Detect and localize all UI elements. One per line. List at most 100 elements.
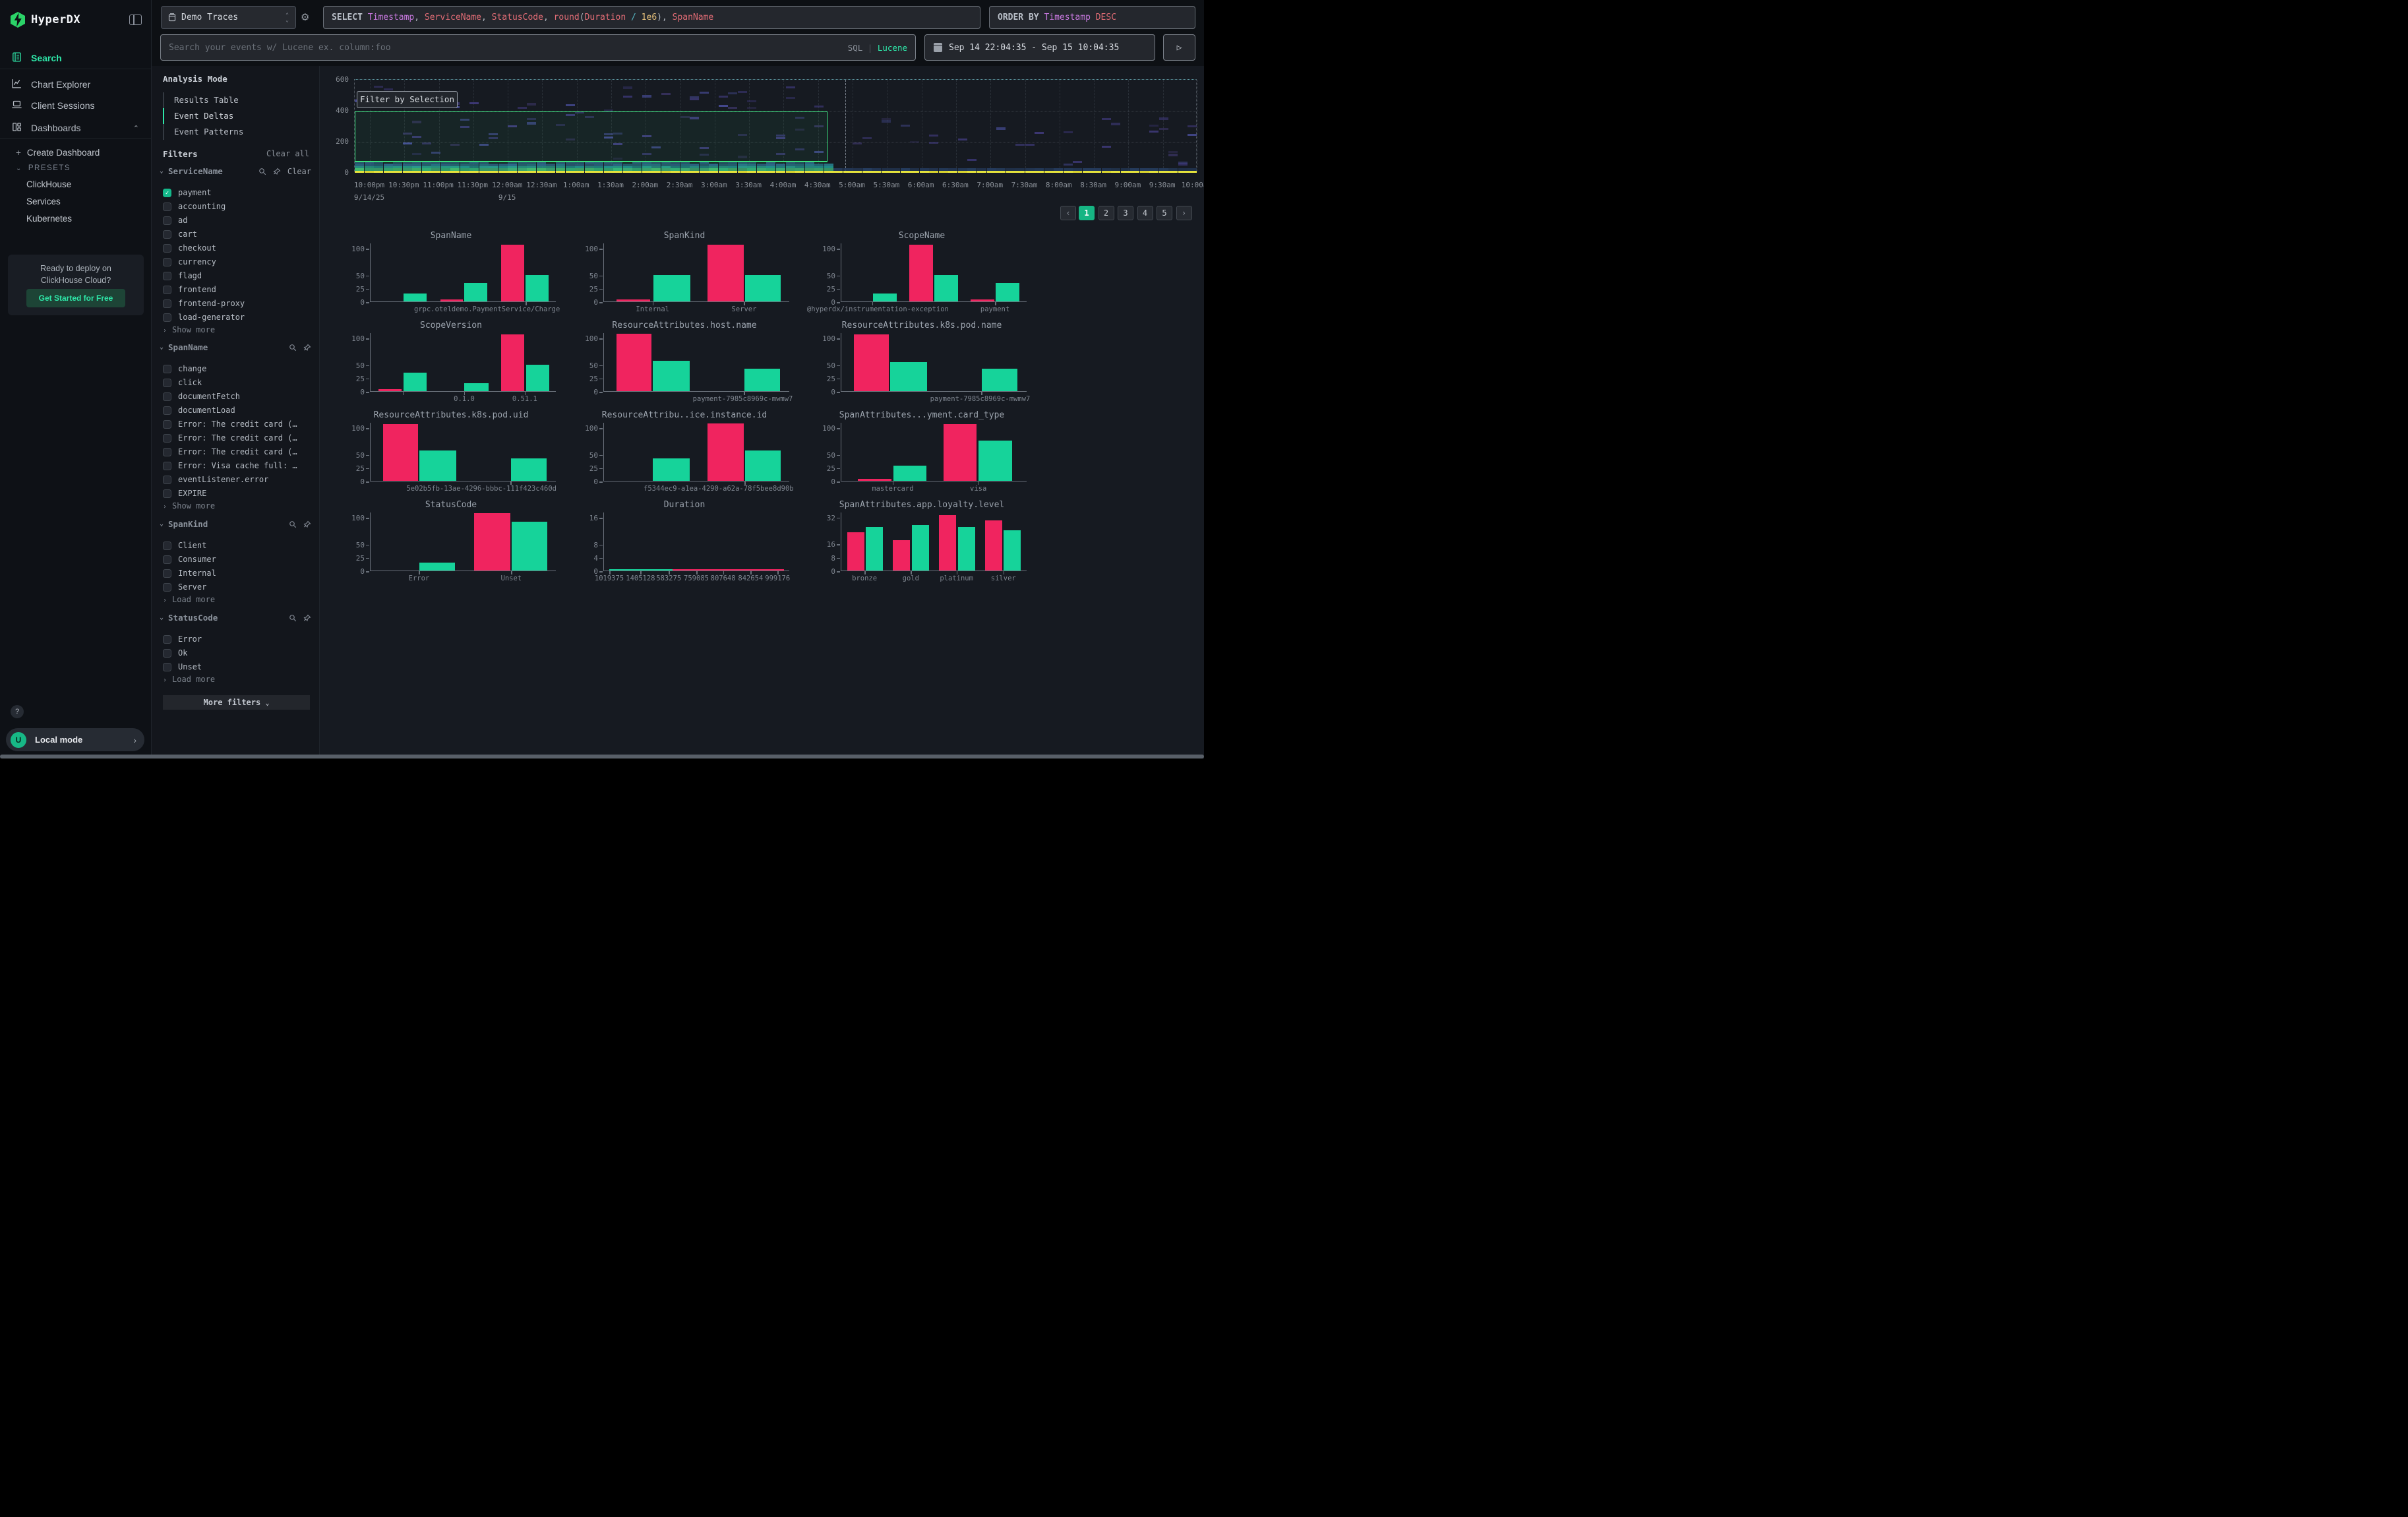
checkbox[interactable] [163,285,171,294]
filter-option-currency[interactable]: currency [163,255,311,268]
checkbox[interactable] [163,392,171,401]
help-button[interactable]: ? [11,705,24,718]
checkbox[interactable] [163,475,171,484]
filter-option-error[interactable]: Error [163,633,311,646]
filter-option-error-visa-cache-full-[interactable]: Error: Visa cache full: … [163,459,311,472]
get-started-button[interactable]: Get Started for Free [26,289,125,307]
order-by-input[interactable]: ORDER BY Timestamp DESC [989,6,1195,29]
checkbox[interactable] [163,648,171,658]
checkbox[interactable] [163,555,171,564]
filter-option-flagd[interactable]: flagd [163,269,311,282]
sidebar-presets-toggle[interactable]: ⌄ PRESETS [16,164,71,172]
checkbox[interactable] [163,364,171,373]
checkbox[interactable] [163,419,171,429]
filter-group-header-statuscode[interactable]: ⌄ StatusCode [160,613,311,623]
search-icon[interactable] [289,344,297,352]
checkbox[interactable] [163,257,171,266]
filter-option-frontend[interactable]: frontend [163,283,311,296]
sidebar-preset-kubernetes[interactable]: Kubernetes [26,214,73,224]
page-button-3[interactable]: 3 [1118,206,1133,220]
pin-icon[interactable] [303,614,311,622]
checkbox[interactable] [163,635,171,644]
sidebar-item-search[interactable]: Search [0,48,151,68]
search-icon[interactable] [289,520,297,528]
filter-by-selection-button[interactable]: Filter by Selection [357,91,458,108]
sidebar-item-client-sessions[interactable]: Client Sessions [0,96,151,115]
run-query-button[interactable]: ▷ [1163,34,1195,61]
load-more-link[interactable]: › Load more [163,675,216,684]
filter-option-error-the-credit-card-[interactable]: Error: The credit card (… [163,445,311,458]
filter-option-ad[interactable]: ad [163,214,311,227]
page-button-2[interactable]: 2 [1098,206,1114,220]
date-range-picker[interactable]: Sep 14 22:04:35 - Sep 15 10:04:35 [924,34,1155,61]
filter-option-eventlistener-error[interactable]: eventListener.error [163,473,311,486]
search-icon[interactable] [258,168,266,175]
load-more-link[interactable]: › Load more [163,595,216,604]
filter-option-documentload[interactable]: documentLoad [163,404,311,417]
analysis-mode-event-patterns[interactable]: Event Patterns [163,124,295,140]
analysis-mode-event-deltas[interactable]: Event Deltas [163,108,295,124]
pin-icon[interactable] [273,168,281,175]
checkbox[interactable] [163,433,171,443]
checkbox[interactable] [163,489,171,498]
checkbox[interactable] [163,230,171,239]
checkbox[interactable] [163,447,171,456]
sidebar-item-create-dashboard[interactable]: + Create Dashboard [16,148,100,158]
select-clause-input[interactable]: SELECT Timestamp, ServiceName, StatusCod… [323,6,980,29]
checkbox[interactable] [163,243,171,253]
page-prev-button[interactable]: ‹ [1060,206,1076,220]
more-filters-button[interactable]: More filters ⌄ [163,695,310,710]
checkbox[interactable] [163,271,171,280]
analysis-mode-results-table[interactable]: Results Table [163,92,295,108]
page-button-4[interactable]: 4 [1137,206,1153,220]
group-clear-button[interactable]: Clear [287,166,311,176]
sidebar-collapse-icon[interactable] [129,15,142,25]
checkbox[interactable] [163,461,171,470]
checkbox[interactable] [163,378,171,387]
filter-option-payment[interactable]: ✓ payment [163,186,311,199]
page-next-button[interactable]: › [1176,206,1192,220]
filter-option-load-generator[interactable]: load-generator [163,311,311,324]
heatmap-selection[interactable] [355,111,828,162]
checkbox[interactable] [163,582,171,592]
local-mode-menu[interactable]: U Local mode › [6,728,144,751]
clear-all-button[interactable]: Clear all [266,149,309,158]
sidebar-item-dashboards[interactable]: Dashboards ⌃ [0,118,151,138]
checkbox[interactable] [163,662,171,671]
filter-option-consumer[interactable]: Consumer [163,553,311,566]
filter-option-error-the-credit-card-[interactable]: Error: The credit card (… [163,418,311,431]
source-select[interactable]: Demo Traces ⌃ ⌄ [161,6,296,29]
pin-icon[interactable] [303,344,311,352]
filter-option-unset[interactable]: Unset [163,660,311,673]
checkbox[interactable]: ✓ [163,188,171,197]
search-icon[interactable] [289,614,297,622]
checkbox[interactable] [163,541,171,550]
logo[interactable]: HyperDX [11,12,80,28]
filter-option-checkout[interactable]: checkout [163,241,311,255]
filter-option-ok[interactable]: Ok [163,646,311,660]
checkbox[interactable] [163,202,171,211]
search-input[interactable] [169,42,848,53]
checkbox[interactable] [163,406,171,415]
sidebar-item-chart-explorer[interactable]: Chart Explorer [0,75,151,94]
pin-icon[interactable] [303,520,311,528]
filter-option-error-the-credit-card-[interactable]: Error: The credit card (… [163,431,311,445]
filter-option-cart[interactable]: cart [163,228,311,241]
duration-heatmap[interactable] [354,79,1198,173]
horizontal-scrollbar[interactable] [0,755,1204,758]
filter-option-frontend-proxy[interactable]: frontend-proxy [163,297,311,310]
filter-option-expire[interactable]: EXPIRE [163,487,311,500]
filter-option-accounting[interactable]: accounting [163,200,311,213]
show-more-link[interactable]: › Show more [163,501,216,511]
filter-option-click[interactable]: click [163,376,311,389]
sidebar-preset-clickhouse[interactable]: ClickHouse [26,179,72,189]
checkbox[interactable] [163,569,171,578]
filter-option-server[interactable]: Server [163,580,311,594]
filter-group-header-servicename[interactable]: ⌄ ServiceName Clear [160,166,311,176]
language-toggle[interactable]: SQL | Lucene [847,42,907,53]
sidebar-preset-services[interactable]: Services [26,197,61,206]
gear-icon[interactable]: ⚙ [301,12,310,23]
show-more-link[interactable]: › Show more [163,325,216,334]
checkbox[interactable] [163,216,171,225]
page-button-1[interactable]: 1 [1079,206,1095,220]
